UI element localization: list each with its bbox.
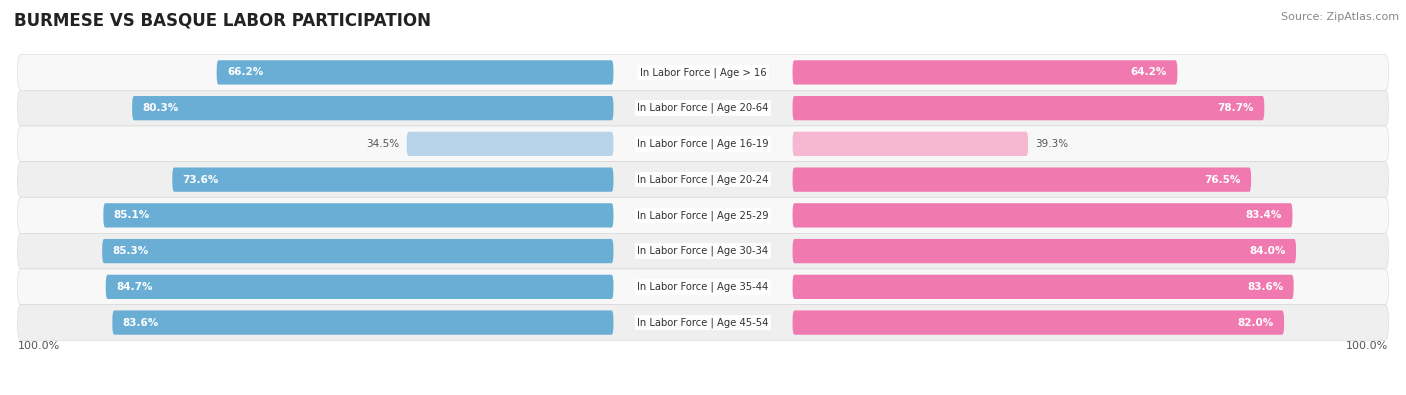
Text: 73.6%: 73.6% bbox=[183, 175, 219, 184]
Text: 84.0%: 84.0% bbox=[1250, 246, 1285, 256]
Text: 84.7%: 84.7% bbox=[117, 282, 153, 292]
Text: In Labor Force | Age 45-54: In Labor Force | Age 45-54 bbox=[637, 317, 769, 328]
FancyBboxPatch shape bbox=[17, 162, 1389, 198]
Text: 80.3%: 80.3% bbox=[142, 103, 179, 113]
FancyBboxPatch shape bbox=[406, 132, 613, 156]
Text: 34.5%: 34.5% bbox=[367, 139, 399, 149]
Text: In Labor Force | Age 16-19: In Labor Force | Age 16-19 bbox=[637, 139, 769, 149]
FancyBboxPatch shape bbox=[105, 275, 613, 299]
FancyBboxPatch shape bbox=[17, 126, 1389, 162]
Text: 39.3%: 39.3% bbox=[1035, 139, 1069, 149]
FancyBboxPatch shape bbox=[793, 203, 1292, 228]
Text: 83.4%: 83.4% bbox=[1246, 211, 1282, 220]
FancyBboxPatch shape bbox=[173, 167, 613, 192]
FancyBboxPatch shape bbox=[17, 198, 1389, 233]
Text: 100.0%: 100.0% bbox=[17, 341, 59, 351]
Text: 82.0%: 82.0% bbox=[1237, 318, 1274, 327]
Text: 64.2%: 64.2% bbox=[1130, 68, 1167, 77]
FancyBboxPatch shape bbox=[17, 90, 1389, 126]
FancyBboxPatch shape bbox=[132, 96, 613, 120]
Text: 66.2%: 66.2% bbox=[226, 68, 263, 77]
Text: 76.5%: 76.5% bbox=[1205, 175, 1240, 184]
Text: In Labor Force | Age 35-44: In Labor Force | Age 35-44 bbox=[637, 282, 769, 292]
Text: BURMESE VS BASQUE LABOR PARTICIPATION: BURMESE VS BASQUE LABOR PARTICIPATION bbox=[14, 12, 432, 30]
Text: 83.6%: 83.6% bbox=[1247, 282, 1284, 292]
FancyBboxPatch shape bbox=[793, 310, 1284, 335]
Text: Source: ZipAtlas.com: Source: ZipAtlas.com bbox=[1281, 12, 1399, 22]
Text: In Labor Force | Age > 16: In Labor Force | Age > 16 bbox=[640, 67, 766, 78]
FancyBboxPatch shape bbox=[17, 233, 1389, 269]
Text: In Labor Force | Age 20-24: In Labor Force | Age 20-24 bbox=[637, 174, 769, 185]
Text: In Labor Force | Age 25-29: In Labor Force | Age 25-29 bbox=[637, 210, 769, 221]
FancyBboxPatch shape bbox=[217, 60, 613, 85]
FancyBboxPatch shape bbox=[793, 60, 1177, 85]
FancyBboxPatch shape bbox=[104, 203, 613, 228]
Text: 78.7%: 78.7% bbox=[1218, 103, 1254, 113]
FancyBboxPatch shape bbox=[112, 310, 613, 335]
Text: 85.3%: 85.3% bbox=[112, 246, 149, 256]
FancyBboxPatch shape bbox=[793, 275, 1294, 299]
Text: 100.0%: 100.0% bbox=[1347, 341, 1389, 351]
Text: In Labor Force | Age 20-64: In Labor Force | Age 20-64 bbox=[637, 103, 769, 113]
FancyBboxPatch shape bbox=[793, 239, 1296, 263]
Text: In Labor Force | Age 30-34: In Labor Force | Age 30-34 bbox=[637, 246, 769, 256]
FancyBboxPatch shape bbox=[17, 269, 1389, 305]
FancyBboxPatch shape bbox=[103, 239, 613, 263]
Text: 85.1%: 85.1% bbox=[114, 211, 150, 220]
Text: 83.6%: 83.6% bbox=[122, 318, 159, 327]
FancyBboxPatch shape bbox=[793, 96, 1264, 120]
FancyBboxPatch shape bbox=[17, 305, 1389, 340]
FancyBboxPatch shape bbox=[793, 132, 1028, 156]
FancyBboxPatch shape bbox=[17, 55, 1389, 90]
FancyBboxPatch shape bbox=[793, 167, 1251, 192]
